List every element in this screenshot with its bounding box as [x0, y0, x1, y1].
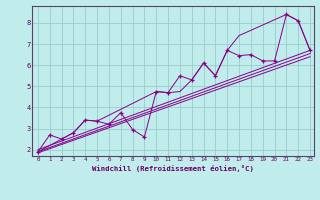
X-axis label: Windchill (Refroidissement éolien,°C): Windchill (Refroidissement éolien,°C)	[92, 165, 254, 172]
